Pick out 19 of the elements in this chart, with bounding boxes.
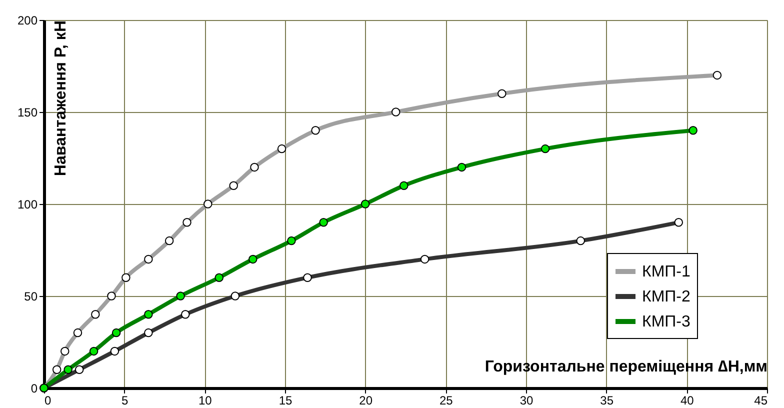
legend-label: КМП-3 — [642, 314, 690, 330]
x-tick-label: 45 — [754, 394, 768, 408]
y-tick-label: 0 — [30, 382, 38, 396]
legend-label: КМП-2 — [642, 288, 690, 306]
x-tick-label: 25 — [439, 394, 454, 408]
x-tick-label: 35 — [600, 394, 614, 408]
x-tick-label: 0 — [44, 394, 52, 408]
y-tick-label: 100 — [17, 198, 38, 212]
x-tick-label: 15 — [278, 394, 292, 408]
y-tick-label: 50 — [24, 290, 38, 304]
y-tick-label: 150 — [17, 106, 38, 120]
y-axis-title: Навантаження P, кН — [52, 20, 70, 176]
x-tick-label: 20 — [359, 394, 373, 408]
x-tick-label: 30 — [520, 394, 534, 408]
x-tick-label: 40 — [680, 394, 694, 408]
x-tick-label: 10 — [198, 394, 212, 408]
legend-label: КМП-1 — [642, 264, 690, 280]
x-tick-label: 5 — [121, 394, 128, 408]
y-tick-label: 200 — [17, 14, 38, 28]
